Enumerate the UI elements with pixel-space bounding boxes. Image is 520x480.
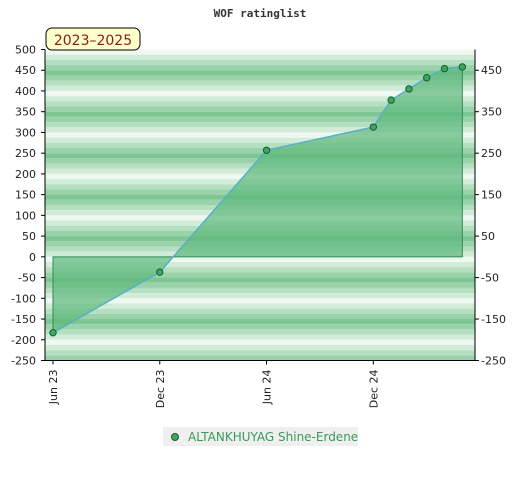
period-badge: 2023–2025 (45, 27, 141, 51)
left-tick-label: -50 (18, 272, 36, 285)
background-band (45, 132, 475, 138)
background-band (45, 80, 475, 86)
background-band (45, 96, 475, 102)
x-tick-label: Dec 24 (367, 370, 380, 409)
left-tick-label: 250 (15, 147, 36, 160)
background-band (45, 308, 475, 314)
left-tick-label: 400 (15, 85, 36, 98)
left-tick-label: 150 (15, 189, 36, 202)
left-tick-label: 0 (29, 251, 36, 264)
right-tick-label: -250 (481, 355, 506, 368)
right-tick-label: -50 (481, 272, 499, 285)
background-band (45, 142, 475, 148)
background-band (45, 90, 475, 97)
data-point (458, 63, 467, 71)
background-band (45, 256, 475, 263)
background-band (45, 324, 475, 330)
axes: -250 -200 -150 -100 -50 0 50 100 150 200 250 300 350… (11, 44, 506, 409)
background-band (45, 85, 475, 91)
background-band (45, 65, 475, 71)
background-band (45, 267, 475, 273)
legend-marker-icon (171, 432, 179, 441)
background-band (45, 59, 475, 66)
background-band (45, 329, 475, 335)
right-tick-label: 50 (481, 230, 495, 243)
background-band (45, 54, 475, 60)
legend-label: ALTANKHUYAG Shine-Erdene (188, 429, 359, 444)
background-band (45, 287, 475, 294)
background-band (45, 355, 475, 361)
left-tick-label: 350 (15, 106, 36, 119)
left-tick-label: 100 (15, 209, 36, 222)
background-band (45, 122, 475, 128)
background-band (45, 111, 475, 117)
period-badge-box (45, 27, 141, 51)
background-band (45, 262, 475, 268)
background-band (45, 277, 475, 283)
background-band (45, 106, 475, 112)
data-point (387, 96, 395, 104)
background-band (45, 339, 475, 345)
right-tick-label: 150 (481, 189, 502, 202)
left-tick-label: 300 (15, 126, 36, 139)
period-badge-label: 2023–2025 (54, 33, 132, 49)
chart-legend: ALTANKHUYAG Shine-Erdene (163, 427, 358, 446)
background-band (45, 49, 475, 55)
data-points (49, 63, 467, 337)
background-band (45, 298, 475, 304)
data-point (423, 73, 431, 82)
background-band (45, 147, 475, 154)
background-band (45, 70, 475, 76)
left-tick-label: -100 (11, 292, 36, 305)
background-band (45, 334, 475, 340)
background-band (45, 127, 475, 133)
left-tick-label: 450 (15, 64, 36, 77)
data-point (369, 123, 378, 131)
data-point (156, 268, 164, 276)
left-tick-label: 200 (15, 168, 36, 181)
background-band (45, 282, 475, 288)
chart-title: WOF ratinglist (214, 7, 307, 20)
right-tick-label: -150 (481, 313, 506, 326)
background-band (45, 293, 475, 299)
left-tick-label: -150 (11, 313, 36, 326)
left-tick-label: -200 (11, 334, 36, 347)
right-tick-label: 350 (481, 106, 502, 119)
left-tick-label: -250 (11, 355, 36, 368)
background-band (45, 319, 475, 325)
background-band (45, 153, 475, 159)
background-band (45, 313, 475, 320)
right-tick-label: 250 (481, 147, 502, 160)
background-band (45, 303, 475, 309)
data-point (262, 146, 271, 154)
background-band (45, 75, 475, 81)
x-tick-label: Dec 23 (154, 370, 167, 409)
background-band (45, 350, 475, 356)
data-point (440, 64, 449, 73)
x-tick-label: Jun 24 (261, 370, 274, 406)
background-band (45, 272, 475, 278)
x-tick-label: Jun 23 (47, 370, 60, 406)
data-point (405, 85, 413, 93)
background-band (45, 116, 475, 123)
right-tick-label: 450 (481, 64, 502, 77)
left-tick-label: 50 (22, 230, 36, 243)
background-band (45, 344, 475, 351)
data-point (49, 329, 57, 337)
background-band (45, 137, 475, 143)
background-band (45, 101, 475, 107)
left-tick-label: 500 (15, 44, 36, 57)
